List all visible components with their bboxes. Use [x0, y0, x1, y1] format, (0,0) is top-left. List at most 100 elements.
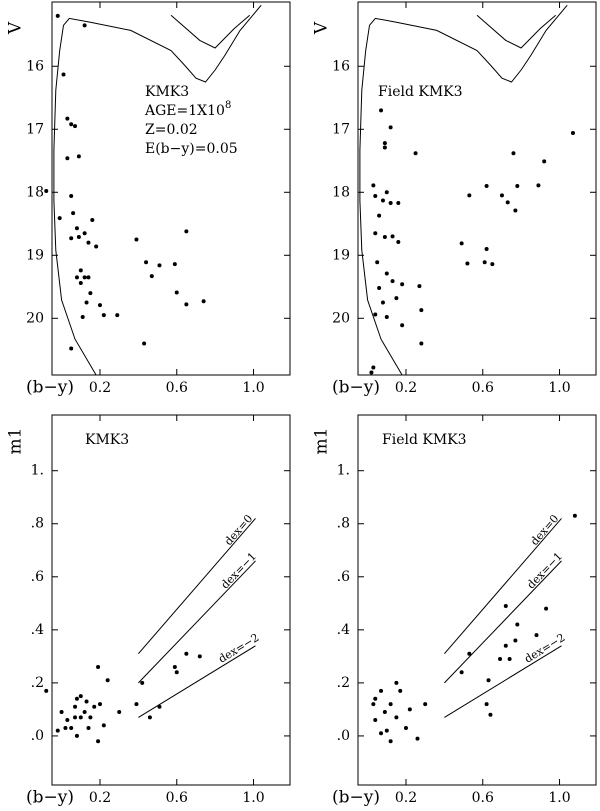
x-tick-label: 0.6	[166, 790, 188, 806]
y-tick-label: .6	[31, 569, 44, 585]
star-point	[511, 151, 516, 156]
star-point	[82, 23, 87, 28]
y-tick-label: .8	[31, 516, 44, 532]
star-point	[384, 271, 389, 276]
star-point	[371, 702, 376, 707]
star-point	[394, 296, 399, 301]
star-point	[76, 235, 81, 240]
star-point	[149, 274, 154, 279]
x-tick-label: 0.2	[89, 790, 111, 806]
star-point	[134, 702, 139, 707]
star-point	[499, 193, 504, 198]
star-point	[82, 710, 87, 715]
star-point	[419, 341, 424, 346]
star-point	[394, 680, 399, 685]
star-point	[78, 268, 83, 273]
y-tick-label: .8	[337, 516, 350, 532]
y-tick-label: 17	[26, 121, 44, 137]
star-point	[63, 725, 68, 730]
star-point	[172, 664, 177, 669]
y-tick-label: 1.	[337, 463, 350, 479]
star-point	[97, 303, 102, 308]
star-point	[90, 218, 95, 223]
star-point	[513, 208, 518, 213]
x-tick-label: 1.0	[242, 380, 264, 396]
star-point	[417, 284, 422, 289]
star-point	[105, 678, 110, 683]
star-point	[82, 275, 87, 280]
y-tick-label: 19	[332, 247, 350, 263]
star-point	[96, 664, 101, 669]
y-axis-label: m1	[6, 428, 26, 455]
model-line	[359, 4, 568, 376]
annotation-text: Field KMK3	[382, 432, 467, 448]
annotation-text: E(b−y)=0.05	[145, 141, 238, 157]
star-point	[86, 275, 91, 280]
star-point	[380, 300, 385, 305]
line-label: dex=0	[528, 512, 561, 548]
star-point	[490, 262, 495, 267]
y-axis-label: m1	[312, 428, 332, 455]
star-point	[88, 291, 93, 296]
star-point	[78, 694, 83, 699]
star-point	[415, 736, 420, 741]
model-line	[444, 518, 562, 655]
star-point	[507, 657, 512, 662]
star-point	[403, 725, 408, 730]
line-label: dex=0	[222, 512, 255, 548]
x-tick-label: 1.0	[548, 790, 570, 806]
star-point	[184, 651, 189, 656]
line-label: dex=−2	[522, 631, 567, 666]
star-point	[84, 699, 89, 704]
star-point	[157, 263, 162, 268]
star-point	[382, 145, 387, 150]
x-tick-label: 1.0	[242, 790, 264, 806]
y-tick-label: .4	[31, 622, 44, 638]
star-point	[94, 244, 99, 249]
star-point	[44, 688, 49, 693]
star-point	[382, 710, 387, 715]
annotation: Z=0.02	[145, 122, 198, 138]
star-point	[459, 670, 464, 675]
star-point	[373, 312, 378, 317]
y-tick-label: .0	[31, 728, 44, 744]
y-axis-label: V	[6, 21, 26, 35]
y-tick-label: 20	[332, 310, 350, 326]
y-tick-label: 20	[26, 310, 44, 326]
star-point	[384, 315, 389, 320]
star-point	[388, 739, 393, 744]
x-axis-label: (b−y)	[26, 378, 74, 398]
star-point	[390, 234, 395, 239]
star-point	[84, 300, 89, 305]
star-point	[144, 260, 149, 265]
star-point	[174, 670, 179, 675]
star-point	[503, 643, 508, 648]
annotation: KMK3	[145, 84, 189, 100]
y-tick-label: .2	[337, 675, 350, 691]
star-point	[382, 235, 387, 240]
y-tick-label: 17	[332, 121, 350, 137]
star-point	[384, 728, 389, 733]
star-point	[390, 279, 395, 284]
x-tick-label: 0.2	[395, 790, 417, 806]
star-point	[570, 131, 575, 136]
star-point	[400, 323, 405, 328]
star-point	[498, 657, 503, 662]
star-point	[142, 341, 147, 346]
star-point	[423, 702, 428, 707]
star-point	[101, 723, 106, 728]
model-line	[170, 14, 251, 49]
star-point	[384, 190, 389, 195]
star-point	[44, 189, 49, 194]
x-axis-label: (b−y)	[26, 788, 74, 808]
star-point	[375, 260, 380, 265]
plot-frame	[51, 1, 291, 376]
star-point	[115, 313, 120, 318]
star-point	[117, 710, 122, 715]
star-point	[65, 116, 70, 121]
star-point	[59, 710, 64, 715]
star-point	[61, 72, 66, 77]
star-point	[396, 200, 401, 205]
star-point	[73, 715, 78, 720]
